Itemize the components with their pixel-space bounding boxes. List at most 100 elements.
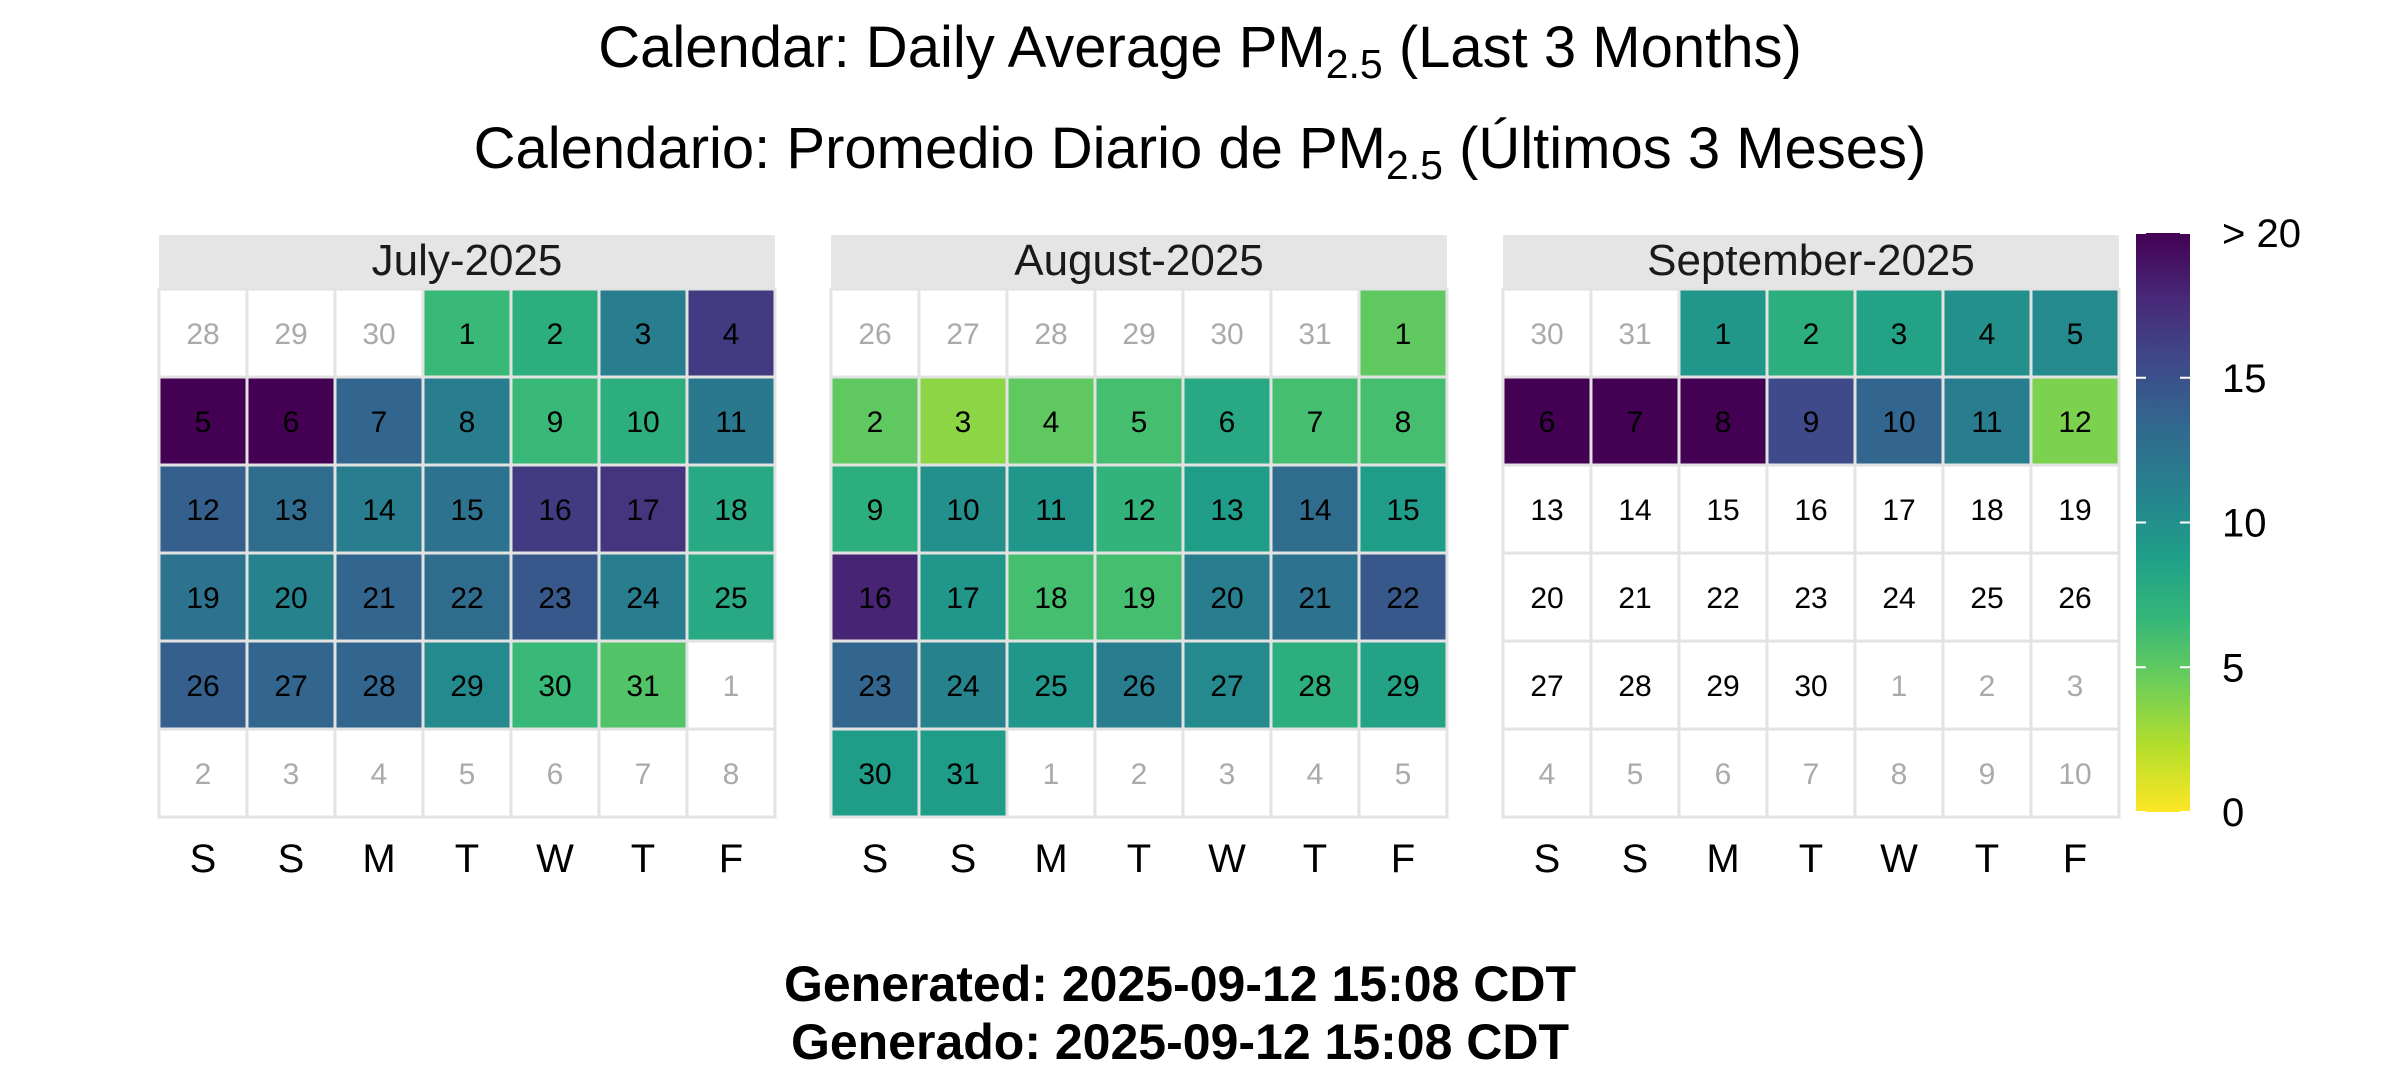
day-cell xyxy=(1093,639,1185,731)
day-cell-outside xyxy=(829,287,921,379)
day-cell-outside xyxy=(685,727,777,819)
day-number: 8 xyxy=(723,758,740,791)
month-strip xyxy=(831,235,1447,289)
day-number: 1 xyxy=(1891,670,1908,703)
day-cell xyxy=(245,463,337,555)
day-cell-outside xyxy=(1853,727,1945,819)
weekday-label: W xyxy=(536,837,574,881)
day-number: 30 xyxy=(362,318,395,351)
title-en-prefix: Calendar: Daily Average PM xyxy=(598,15,1326,80)
title-es-suffix: (Últimos 3 Meses) xyxy=(1442,116,1927,181)
weekday-label: S xyxy=(950,837,977,881)
day-number: 11 xyxy=(1971,406,2002,439)
day-number: 6 xyxy=(1219,406,1236,439)
day-number: 2 xyxy=(1131,758,1148,791)
day-cell xyxy=(2029,287,2121,379)
day-number: 24 xyxy=(946,670,979,703)
day-number: 9 xyxy=(1803,406,1820,439)
day-number: 13 xyxy=(1210,494,1243,527)
day-number: 8 xyxy=(1715,406,1732,439)
day-cell-outside xyxy=(1357,727,1449,819)
day-number: 20 xyxy=(1530,582,1563,615)
day-cell xyxy=(509,375,601,467)
day-number: 2 xyxy=(867,406,884,439)
day-cell xyxy=(1093,551,1185,643)
day-number: 18 xyxy=(714,494,747,527)
day-number: 7 xyxy=(1627,406,1644,439)
day-cell xyxy=(157,463,249,555)
day-cell xyxy=(1677,639,1769,731)
day-number: 21 xyxy=(362,582,395,615)
day-number: 6 xyxy=(283,406,300,439)
day-number: 19 xyxy=(2058,494,2091,527)
day-number: 5 xyxy=(195,406,212,439)
weekday-label: S xyxy=(278,837,305,881)
day-number: 25 xyxy=(1034,670,1067,703)
day-number: 29 xyxy=(1386,670,1419,703)
weekday-label: T xyxy=(1799,837,1823,881)
weekday-label: F xyxy=(719,837,743,881)
day-cell-outside xyxy=(333,727,425,819)
day-cell xyxy=(829,375,921,467)
day-number: 19 xyxy=(186,582,219,615)
day-number: 4 xyxy=(1539,758,1556,791)
day-cell xyxy=(917,463,1009,555)
day-number: 2 xyxy=(1979,670,1996,703)
day-number: 23 xyxy=(1794,582,1827,615)
day-cell xyxy=(1677,463,1769,555)
day-number: 13 xyxy=(1530,494,1563,527)
day-number: 8 xyxy=(1891,758,1908,791)
day-number: 21 xyxy=(1618,582,1651,615)
day-number: 31 xyxy=(946,758,979,791)
day-number: 7 xyxy=(371,406,388,439)
day-number: 26 xyxy=(858,318,891,351)
day-cell-outside xyxy=(1181,287,1273,379)
day-number: 9 xyxy=(1979,758,1996,791)
day-number: 17 xyxy=(626,494,659,527)
day-cell xyxy=(1005,463,1097,555)
day-cell xyxy=(1677,375,1769,467)
day-number: 3 xyxy=(635,318,652,351)
day-number: 2 xyxy=(547,318,564,351)
weekday-label: T xyxy=(1127,837,1151,881)
month-label: July-2025 xyxy=(372,236,563,285)
day-cell xyxy=(1501,375,1593,467)
day-number: 3 xyxy=(1891,318,1908,351)
day-cell xyxy=(1269,463,1361,555)
day-number: 4 xyxy=(1043,406,1060,439)
day-number: 30 xyxy=(538,670,571,703)
day-number: 17 xyxy=(946,582,979,615)
day-number: 10 xyxy=(946,494,979,527)
weekday-label: W xyxy=(1880,837,1918,881)
day-cell xyxy=(1357,287,1449,379)
day-number: 5 xyxy=(1131,406,1148,439)
day-number: 26 xyxy=(1122,670,1155,703)
day-cell-outside xyxy=(1677,727,1769,819)
day-cell xyxy=(1357,463,1449,555)
day-cell-outside xyxy=(685,639,777,731)
day-number: 2 xyxy=(195,758,212,791)
day-number: 1 xyxy=(459,318,476,351)
day-number: 16 xyxy=(1794,494,1827,527)
day-number: 27 xyxy=(946,318,979,351)
day-number: 28 xyxy=(1034,318,1067,351)
day-cell xyxy=(685,375,777,467)
day-cell-outside xyxy=(2029,727,2121,819)
day-number: 24 xyxy=(1882,582,1915,615)
day-cell xyxy=(685,287,777,379)
day-cell-outside xyxy=(1941,639,2033,731)
day-cell xyxy=(1093,463,1185,555)
day-cell xyxy=(1005,639,1097,731)
day-number: 16 xyxy=(858,582,891,615)
month-label: August-2025 xyxy=(1014,236,1264,285)
day-cell-outside xyxy=(1589,727,1681,819)
day-cell xyxy=(333,551,425,643)
day-number: 28 xyxy=(1298,670,1331,703)
day-cell-outside xyxy=(245,727,337,819)
day-cell xyxy=(509,287,601,379)
day-number: 30 xyxy=(858,758,891,791)
day-number: 29 xyxy=(274,318,307,351)
day-number: 25 xyxy=(714,582,747,615)
